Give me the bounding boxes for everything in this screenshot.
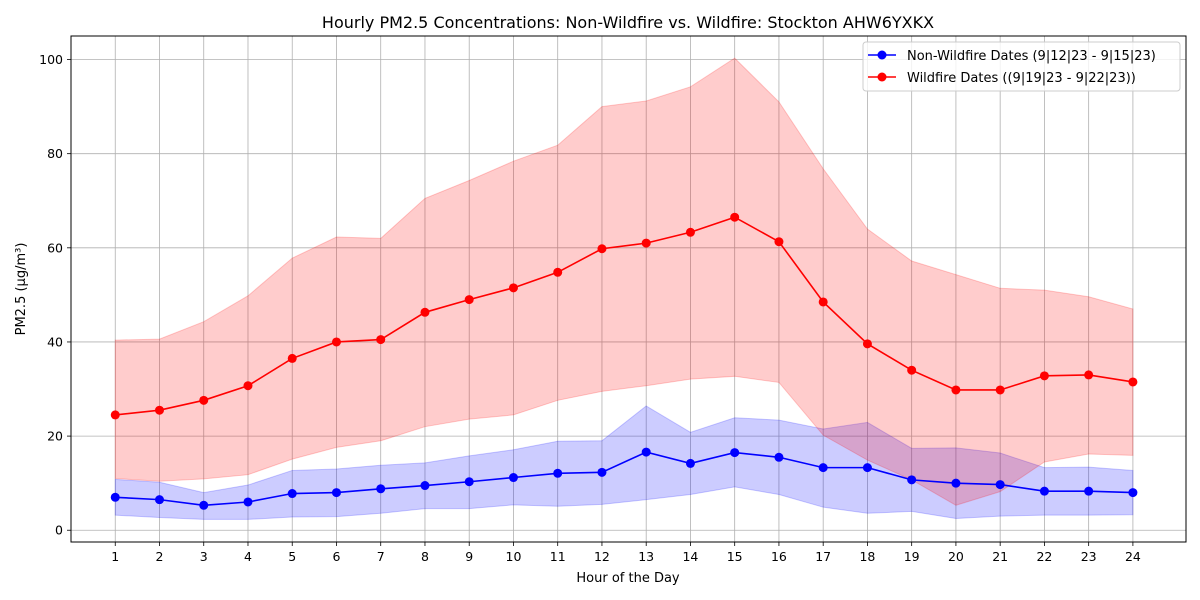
point-wildfire: [597, 244, 607, 254]
point-non-wildfire: [154, 495, 164, 505]
point-non-wildfire: [1084, 486, 1094, 496]
point-wildfire: [1039, 371, 1049, 381]
point-wildfire: [951, 385, 961, 395]
point-wildfire: [641, 238, 651, 248]
x-axis-label: Hour of the Day: [576, 571, 680, 586]
point-non-wildfire: [951, 478, 961, 488]
x-tick-label: 8: [421, 549, 429, 564]
point-non-wildfire: [641, 447, 651, 457]
legend-label-non-wildfire: Non-Wildfire Dates (9|12|23 - 9|15|23): [907, 49, 1156, 64]
point-wildfire: [376, 335, 386, 345]
point-wildfire: [818, 297, 828, 307]
legend-marker-wildfire: [877, 72, 887, 82]
legend-label-wildfire: Wildfire Dates ((9|19|23 - 9|22|23)): [907, 71, 1136, 86]
point-non-wildfire: [685, 458, 695, 468]
x-tick-label: 23: [1081, 549, 1097, 564]
x-tick-label: 16: [771, 549, 787, 564]
point-wildfire: [1084, 370, 1094, 380]
y-tick-label: 80: [47, 146, 63, 161]
x-tick-label: 4: [244, 549, 252, 564]
legend-marker-non-wildfire: [877, 50, 887, 60]
x-tick-label: 15: [727, 549, 743, 564]
point-wildfire: [1128, 377, 1138, 387]
x-tick-label: 10: [506, 549, 522, 564]
point-wildfire: [995, 385, 1005, 395]
point-non-wildfire: [1039, 486, 1049, 496]
point-non-wildfire: [110, 492, 120, 502]
x-tick-label: 5: [288, 549, 296, 564]
y-tick-label: 40: [47, 334, 63, 349]
point-non-wildfire: [243, 497, 253, 507]
point-wildfire: [774, 237, 784, 247]
chart-title: Hourly PM2.5 Concentrations: Non-Wildfir…: [322, 13, 934, 32]
point-wildfire: [464, 295, 474, 305]
point-non-wildfire: [907, 475, 917, 485]
point-non-wildfire: [553, 468, 563, 478]
point-wildfire: [287, 353, 297, 363]
point-non-wildfire: [331, 488, 341, 498]
series-lines: [110, 212, 1138, 510]
point-wildfire: [154, 405, 164, 415]
point-wildfire: [420, 307, 430, 317]
x-tick-label: 2: [156, 549, 164, 564]
point-wildfire: [862, 339, 872, 349]
point-wildfire: [730, 212, 740, 222]
x-tick-label: 18: [859, 549, 875, 564]
legend: Non-Wildfire Dates (9|12|23 - 9|15|23) W…: [862, 41, 1181, 92]
point-non-wildfire: [287, 489, 297, 499]
plot-frame: [70, 35, 1187, 543]
x-tick-label: 21: [992, 549, 1008, 564]
point-wildfire: [508, 283, 518, 293]
point-non-wildfire: [420, 481, 430, 491]
point-non-wildfire: [199, 500, 209, 510]
point-non-wildfire: [862, 463, 872, 473]
point-non-wildfire: [818, 463, 828, 473]
x-tick-label: 12: [594, 549, 610, 564]
band-wildfire: [114, 57, 1134, 506]
legend-box: [862, 41, 1181, 92]
point-non-wildfire: [508, 473, 518, 483]
x-tick-label: 3: [200, 549, 208, 564]
point-wildfire: [243, 381, 253, 391]
x-tick-label: 13: [638, 549, 654, 564]
x-tick-label: 7: [377, 549, 385, 564]
y-axis-label: PM2.5 (µg/m³): [14, 243, 29, 336]
axis-ticks: 1 2 3 4 5 6 7 8 9 10 11 12 13 14 15 16 17 18 19 20 21 22 23 240…: [39, 52, 1141, 564]
x-tick-label: 24: [1125, 549, 1141, 564]
y-tick-label: 100: [39, 52, 63, 67]
point-non-wildfire: [376, 484, 386, 494]
point-non-wildfire: [1128, 488, 1138, 498]
y-tick-label: 0: [55, 523, 63, 538]
x-tick-label: 14: [682, 549, 698, 564]
y-tick-label: 20: [47, 429, 63, 444]
point-non-wildfire: [774, 452, 784, 462]
line-wildfire: [115, 216, 1134, 416]
point-wildfire: [199, 395, 209, 405]
x-tick-label: 19: [904, 549, 920, 564]
x-tick-label: 22: [1036, 549, 1052, 564]
point-non-wildfire: [730, 448, 740, 458]
point-wildfire: [553, 267, 563, 277]
x-tick-label: 1: [111, 549, 119, 564]
point-non-wildfire: [464, 477, 474, 487]
x-tick-label: 17: [815, 549, 831, 564]
point-wildfire: [110, 410, 120, 420]
point-wildfire: [907, 365, 917, 375]
x-tick-label: 11: [550, 549, 566, 564]
point-non-wildfire: [597, 467, 607, 477]
point-wildfire: [685, 227, 695, 237]
y-tick-label: 60: [47, 240, 63, 255]
line-non-wildfire: [115, 451, 1133, 507]
point-wildfire: [331, 337, 341, 347]
x-tick-label: 9: [465, 549, 473, 564]
x-tick-label: 6: [332, 549, 340, 564]
x-tick-label: 20: [948, 549, 964, 564]
point-non-wildfire: [995, 480, 1005, 490]
